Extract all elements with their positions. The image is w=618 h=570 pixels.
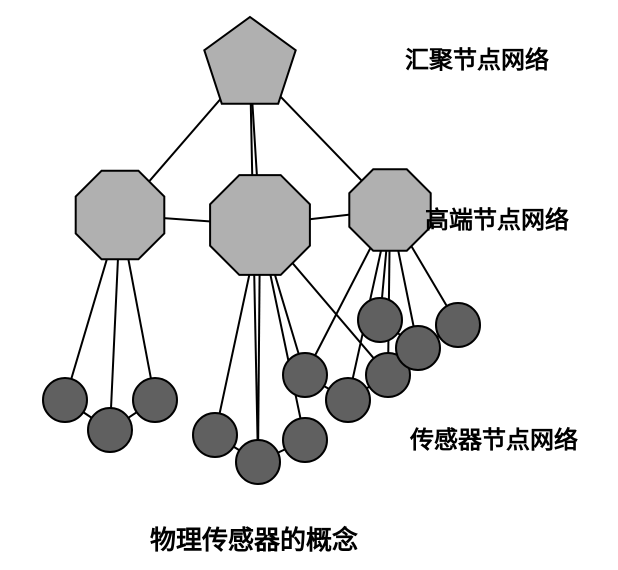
node-octC (349, 169, 430, 250)
node-sink (204, 17, 295, 104)
node-s6 (283, 418, 327, 462)
label-highend: 高端节点网络 (425, 200, 569, 235)
node-s2 (88, 408, 132, 452)
node-octA (76, 171, 165, 260)
label-sensor: 传感器节点网络 (410, 420, 578, 455)
node-s1 (43, 378, 87, 422)
caption: 物理传感器的概念 (150, 520, 358, 557)
node-s3 (133, 378, 177, 422)
node-s5 (236, 440, 280, 484)
node-s12 (436, 303, 480, 347)
node-s11 (396, 326, 440, 370)
node-octB (210, 175, 310, 275)
node-s4 (193, 413, 237, 457)
diagram-svg (0, 0, 618, 570)
node-s8 (326, 378, 370, 422)
node-s7 (283, 353, 327, 397)
node-s10 (358, 298, 402, 342)
label-sink: 汇聚节点网络 (405, 40, 549, 75)
